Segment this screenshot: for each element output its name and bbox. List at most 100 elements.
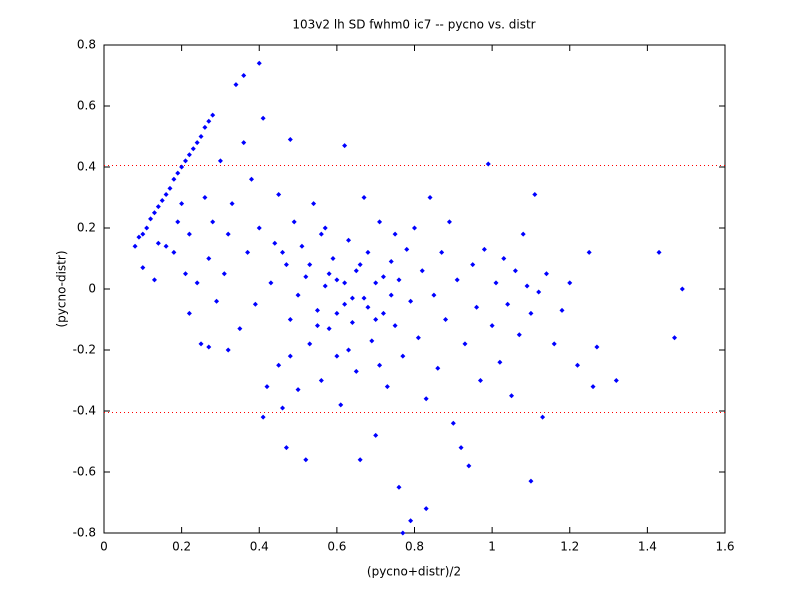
data-point [241, 73, 247, 78]
data-point [613, 378, 619, 383]
data-point [132, 243, 138, 249]
data-point [179, 201, 185, 207]
data-point [377, 362, 383, 368]
data-point [656, 249, 662, 255]
data-point [287, 317, 293, 322]
data-point [342, 280, 348, 286]
data-point [497, 359, 503, 365]
data-point [202, 195, 208, 200]
data-point [144, 225, 150, 231]
data-point [408, 298, 414, 304]
data-point [427, 195, 433, 200]
data-point [264, 384, 270, 390]
data-point [186, 152, 192, 158]
y-tick-label: -0.8 [73, 526, 96, 540]
data-point [551, 341, 557, 347]
data-point [353, 268, 359, 274]
y-tick-label: 0.8 [77, 38, 96, 52]
data-point [373, 317, 379, 322]
data-point [248, 176, 254, 182]
data-point [586, 249, 592, 255]
y-tick-label: -0.6 [73, 465, 96, 479]
data-point [567, 280, 573, 286]
data-point [171, 249, 177, 255]
data-point [493, 280, 499, 286]
data-point [229, 201, 235, 207]
data-point [314, 323, 320, 329]
data-point [543, 271, 549, 277]
y-tick-label: -0.2 [73, 343, 96, 357]
data-point [206, 256, 212, 261]
data-point [148, 216, 154, 222]
data-point [419, 268, 425, 274]
data-point [217, 158, 223, 164]
data-point [295, 387, 301, 393]
data-point [221, 271, 227, 277]
data-point [458, 445, 464, 451]
data-point [408, 518, 414, 524]
data-point [198, 134, 204, 139]
data-point [532, 191, 538, 197]
data-point [326, 326, 332, 332]
data-point [206, 344, 212, 350]
data-point [415, 335, 421, 341]
data-point [392, 231, 398, 237]
data-point [214, 298, 220, 304]
data-point [377, 219, 383, 225]
chart-title: 103v2 lh SD fwhm0 ic7 -- pycno vs. distr [292, 18, 535, 32]
data-point [679, 286, 685, 292]
data-point [485, 161, 491, 167]
data-point [186, 310, 192, 316]
data-point [237, 326, 243, 332]
data-point [349, 295, 355, 301]
data-point [155, 204, 161, 210]
data-point [303, 457, 309, 463]
data-point [303, 274, 309, 280]
data-point [140, 265, 146, 271]
data-point [163, 191, 169, 197]
data-point [136, 234, 142, 240]
data-point [171, 176, 177, 182]
data-point [175, 170, 181, 176]
x-tick-label: 1 [488, 540, 496, 554]
data-point [318, 231, 324, 237]
data-point [283, 262, 289, 268]
x-tick-label: 0.8 [405, 540, 424, 554]
y-tick-label: 0.2 [77, 221, 96, 235]
data-point [349, 320, 355, 326]
data-point [318, 378, 324, 383]
data-point [287, 353, 293, 359]
data-point [357, 457, 363, 463]
x-tick-label: 1.2 [560, 540, 579, 554]
data-point [198, 341, 204, 347]
data-point [470, 262, 476, 268]
data-point [388, 292, 394, 298]
data-point [276, 362, 282, 368]
data-point [276, 191, 282, 197]
data-point [167, 185, 173, 191]
data-point [575, 362, 581, 368]
data-point [380, 274, 386, 280]
data-point [520, 231, 526, 237]
data-point [151, 277, 157, 283]
data-point [194, 280, 200, 286]
data-point [260, 414, 266, 420]
data-point [268, 280, 274, 286]
y-tick-label: -0.4 [73, 404, 96, 418]
data-point [283, 445, 289, 451]
data-point [528, 310, 534, 316]
data-point [252, 301, 258, 307]
data-point [155, 240, 161, 246]
data-point [342, 143, 348, 149]
data-point [450, 420, 456, 426]
data-point [233, 82, 239, 88]
data-point [384, 384, 390, 390]
data-point [256, 60, 262, 66]
y-tick-label: 0 [88, 282, 96, 296]
data-point [373, 432, 379, 438]
x-tick-label: 0.6 [327, 540, 346, 554]
data-point [334, 310, 340, 316]
data-point [443, 317, 449, 322]
data-point [357, 262, 363, 268]
